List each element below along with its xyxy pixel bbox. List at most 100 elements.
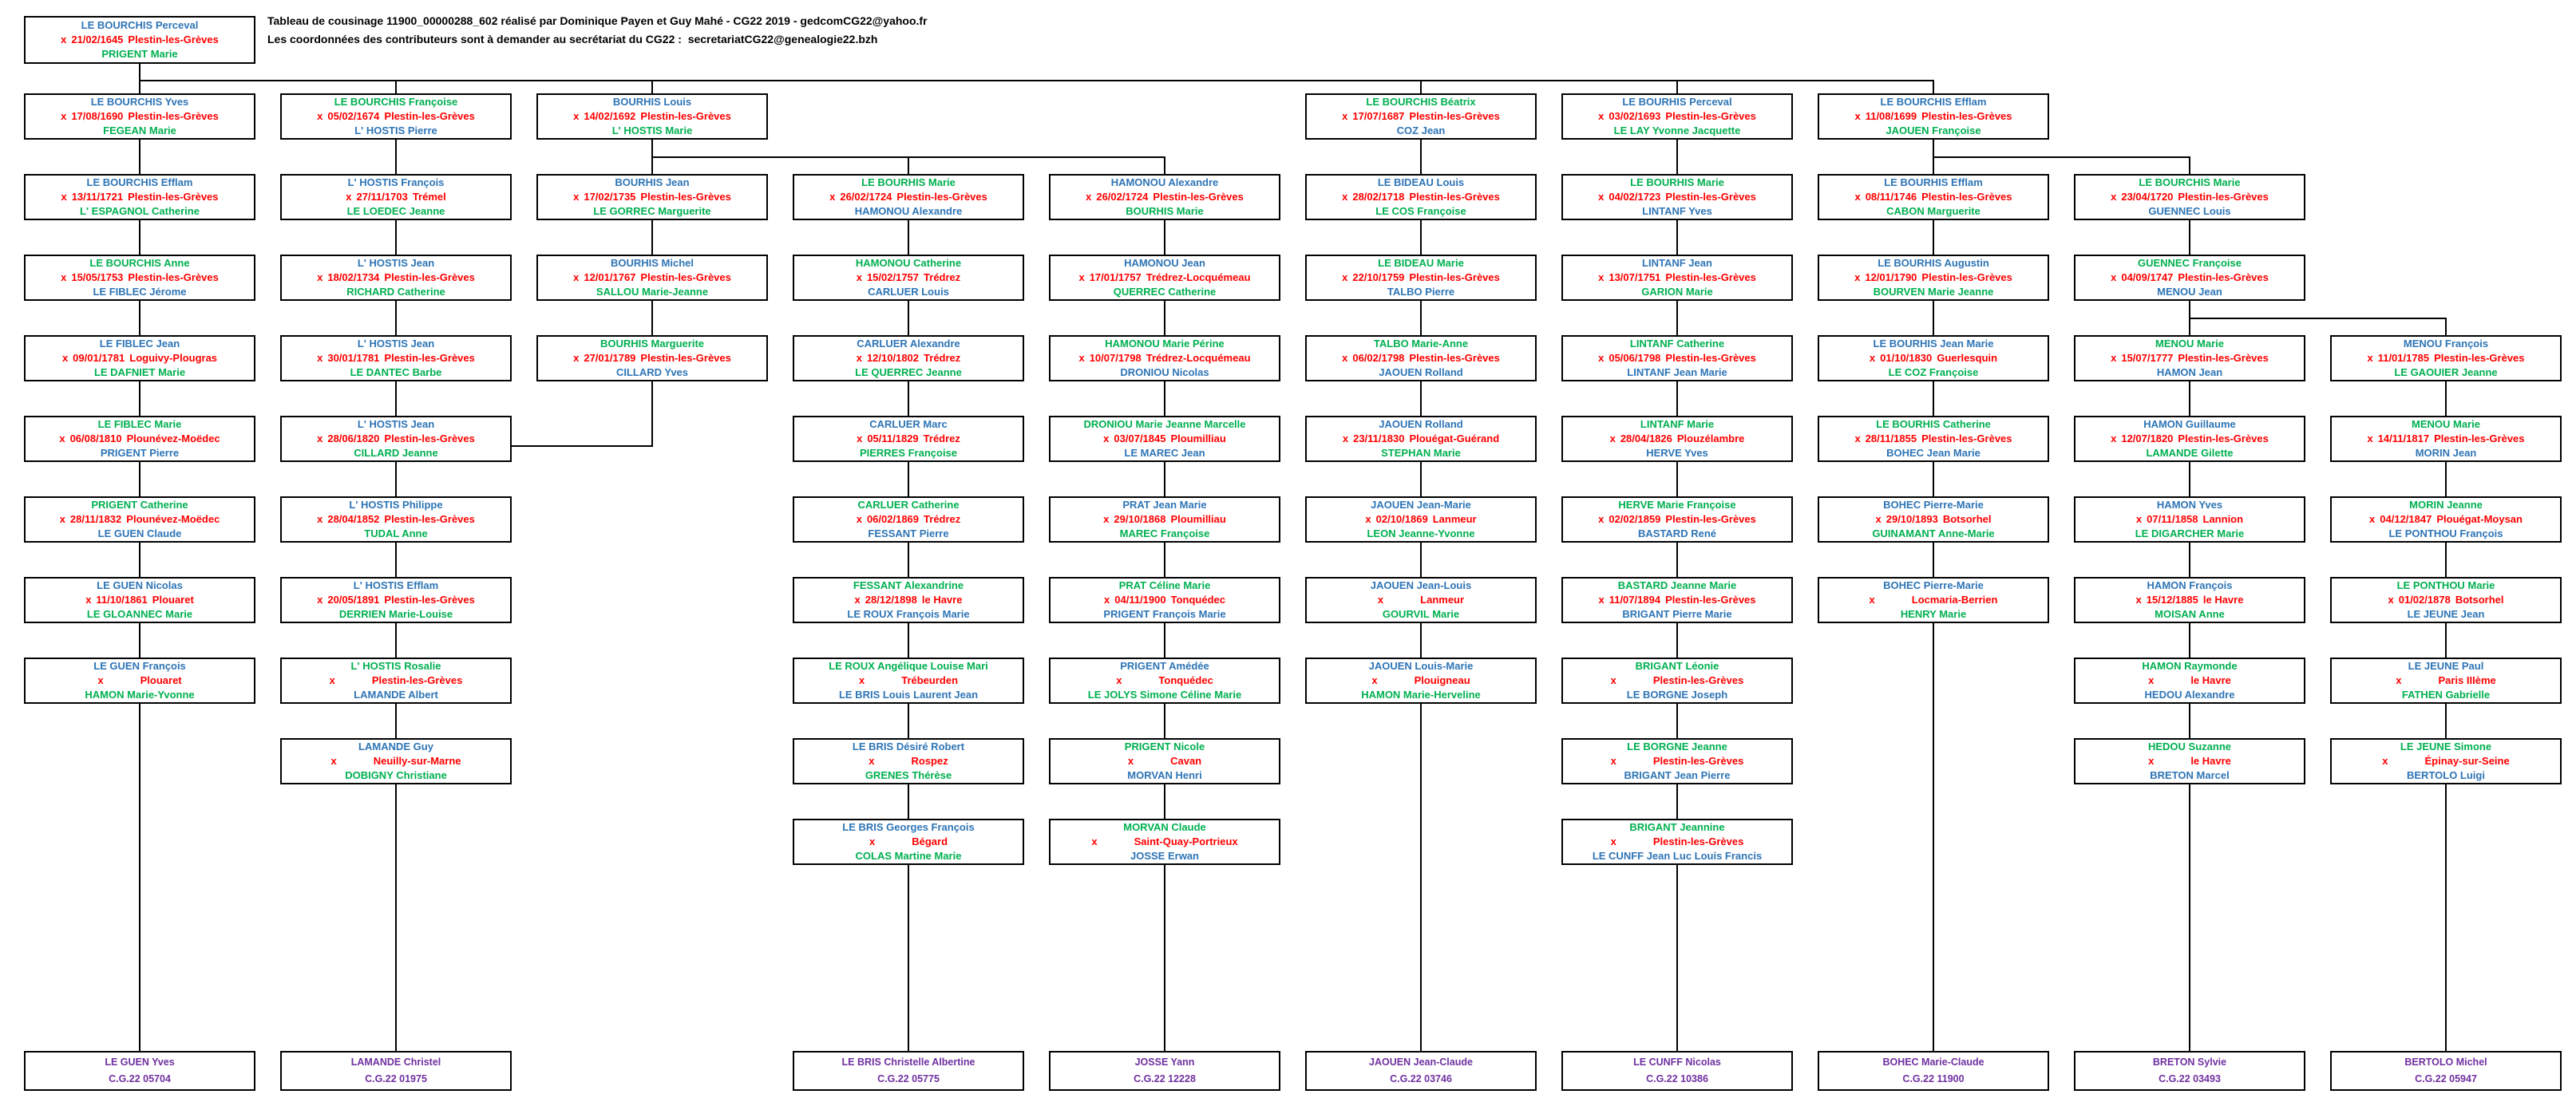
person-box: L' HOSTIS François x 27/11/1703 Trémel LE LO… — [280, 174, 512, 220]
terminal-name: BRETON Sylvie — [2152, 1057, 2227, 1068]
terminal-ref: C.G.22 12228 — [1134, 1073, 1196, 1084]
terminal-name: LE GUEN Yves — [105, 1057, 175, 1068]
marriage-place: Saint-Quay-Portrieux — [1134, 835, 1238, 847]
marriage-date: 05/06/1798 — [1609, 352, 1661, 364]
marriage-line: x 28/11/1855 Plestin-les-Grèves — [1819, 432, 2048, 446]
person-name: BASTARD Jeanne Marie — [1617, 579, 1737, 591]
person-box: JAOUEN Jean-Louis x Lanmeur GOURVIL Marie — [1305, 577, 1537, 623]
marriage-line: x 26/02/1724 Plestin-les-Grèves — [794, 190, 1023, 204]
person-name: BRIGANT Jeannine — [1629, 821, 1725, 833]
descent-line — [1676, 623, 1678, 658]
spouse-name: CILLARD Jeanne — [354, 447, 438, 459]
descent-line — [908, 784, 909, 819]
person-box: LE JEUNE Paul x Paris IIIème FATHEN Gabriel… — [2330, 658, 2562, 704]
rail-drop-line — [1676, 80, 1678, 93]
marriage-date: 21/02/1645 — [71, 34, 124, 45]
person-box: L' HOSTIS Jean x 30/01/1781 Plestin-les-Grè… — [280, 335, 512, 381]
marriage-symbol: x — [1365, 513, 1371, 525]
terminal-ref: C.G.22 05947 — [2415, 1073, 2477, 1084]
marriage-place: le Havre — [921, 594, 963, 606]
marriage-date: 12/01/1767 — [584, 271, 636, 283]
marriage-place: le Havre — [2190, 755, 2231, 767]
person-name: BOURHIS Marguerite — [599, 338, 705, 350]
marriage-symbol: x — [317, 352, 323, 364]
marriage-line: x 12/01/1767 Plestin-les-Grèves — [538, 271, 766, 285]
marriage-symbol: x — [1869, 352, 1876, 364]
marriage-symbol: x — [573, 110, 580, 122]
marriage-place: Plestin-les-Grèves — [1652, 755, 1744, 767]
person-box: HERVE Marie Françoise x 02/02/1859 Plestin-… — [1561, 496, 1793, 543]
marriage-symbol: x — [1610, 755, 1616, 767]
marriage-date: 02/10/1869 — [1375, 513, 1428, 525]
marriage-line: x Cavan — [1051, 754, 1279, 768]
descent-line — [395, 623, 397, 658]
descent-line — [1164, 784, 1165, 819]
spouse-name: TUDAL Anne — [364, 527, 428, 539]
rail-drop-line — [2445, 318, 2447, 335]
spouse-name: LAMANDE Albert — [354, 689, 438, 701]
marriage-line: x 03/07/1845 Ploumilliau — [1051, 432, 1279, 446]
person-box: LE GUEN Nicolas x 11/10/1861 Plouaret LE GLO… — [24, 577, 255, 623]
marriage-date: 06/02/1798 — [1352, 352, 1405, 364]
marriage-line: x Épinay-sur-Seine — [2332, 754, 2560, 768]
marriage-line: x Plouigneau — [1307, 673, 1535, 688]
person-name: LE FIBLEC Jean — [99, 338, 180, 350]
sibling-rail-stub — [651, 140, 653, 156]
descent-line — [1164, 381, 1165, 416]
marriage-date: 22/10/1759 — [1352, 271, 1405, 283]
marriage-place: Trédrez — [924, 271, 961, 283]
person-box: HEDOU Suzanne x le Havre BRETON Marcel — [2074, 738, 2305, 784]
terminal-box: BRETON Sylvie C.G.22 03493 — [2074, 1051, 2305, 1091]
marriage-line: x 22/10/1759 Plestin-les-Grèves — [1307, 271, 1535, 285]
spouse-name: LE DAFNIET Marie — [93, 366, 186, 378]
marriage-line: x 27/01/1789 Plestin-les-Grèves — [538, 351, 766, 365]
person-name: HAMON François — [2147, 579, 2233, 591]
marriage-symbol: x — [857, 433, 863, 444]
marriage-place: le Havre — [2190, 674, 2231, 686]
marriage-place: Plestin-les-Grèves — [384, 352, 475, 364]
descent-line — [2445, 704, 2447, 738]
person-box: LE BOURHIS Marie x 04/02/1723 Plestin-les-G… — [1561, 174, 1793, 220]
descent-line — [1164, 623, 1165, 658]
marriage-date: 13/11/1721 — [71, 191, 124, 203]
marriage-line: x Plestin-les-Grèves — [282, 673, 510, 688]
marriage-date: 30/01/1781 — [327, 352, 380, 364]
person-name: LAMANDE Guy — [358, 741, 433, 752]
marriage-place: Lanmeur — [1420, 594, 1465, 606]
marriage-place: Rospez — [911, 755, 948, 767]
person-name: DRONIOU Marie Jeanne Marcelle — [1083, 418, 1246, 430]
marriage-symbol: x — [1342, 271, 1348, 283]
spouse-name: LEON Jeanne-Yvonne — [1367, 527, 1475, 539]
person-box: LE BRIS Désiré Robert x Rospez GRENES Thérè… — [793, 738, 1024, 784]
spouse-name: LAMANDE Gilette — [2146, 447, 2234, 459]
terminal-ref: C.G.22 05704 — [109, 1073, 171, 1084]
person-box: CARLUER Catherine x 06/02/1869 Trédrez FESSA… — [793, 496, 1024, 543]
descent-line — [1676, 543, 1678, 577]
person-box: PRIGENT Catherine x 28/11/1832 Plounévez-Mo… — [24, 496, 255, 543]
marriage-place: Plestin-les-Grèves — [128, 110, 219, 122]
marriage-place: Plouzélambre — [1676, 433, 1745, 444]
marriage-symbol: x — [1342, 433, 1349, 444]
sibling-rail — [1933, 156, 2190, 158]
spouse-name: STEPHAN Marie — [1381, 447, 1461, 459]
spouse-name: LE PONTHOU François — [2388, 527, 2503, 539]
marriage-line: x 01/10/1830 Guerlesquin — [1819, 351, 2048, 365]
person-name: LE BOURCHIS Efflam — [1880, 96, 1987, 108]
spouse-name: LE QUERREC Jeanne — [855, 366, 962, 378]
marriage-line: x 05/11/1829 Trédrez — [794, 432, 1023, 446]
person-box: PRIGENT Amédée x Tonquédec LE JOLYS Simone … — [1049, 658, 1280, 704]
person-box: LE BOURCHIS Perceval x 21/02/1645 Plestin-l… — [24, 16, 255, 64]
spouse-name: JOSSE Erwan — [1130, 850, 1199, 862]
marriage-place: Tonquédec — [1158, 674, 1213, 686]
spouse-name: LE LAY Yvonne Jacquette — [1613, 124, 1741, 136]
marriage-date: 15/07/1777 — [2121, 352, 2174, 364]
marriage-place: Plestin-les-Grèves — [1921, 433, 2012, 444]
marriage-symbol: x — [1342, 110, 1348, 122]
marriage-date: 27/01/1789 — [584, 352, 636, 364]
descent-line — [1164, 301, 1165, 335]
person-box: LE FIBLEC Marie x 06/08/1810 Plounévez-Moëd… — [24, 416, 255, 462]
person-box: MORVAN Claude x Saint-Quay-Portrieux JOSSE … — [1049, 819, 1280, 865]
person-name: L' HOSTIS Philippe — [349, 499, 443, 511]
person-name: LE FIBLEC Marie — [97, 418, 182, 430]
